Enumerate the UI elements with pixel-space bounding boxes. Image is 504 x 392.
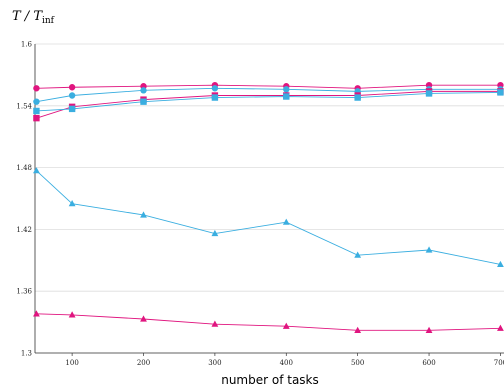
series-line <box>36 91 501 112</box>
marker <box>68 84 76 91</box>
marker <box>68 200 76 207</box>
x-tick-label: 600 <box>422 359 435 367</box>
marker <box>425 90 433 97</box>
marker <box>211 94 219 101</box>
marker <box>33 107 40 115</box>
x-tick-label: 100 <box>65 359 78 367</box>
x-tick-label: 300 <box>208 359 221 367</box>
marker <box>497 260 504 268</box>
marker <box>354 94 361 101</box>
marker <box>497 324 504 331</box>
marker <box>425 246 433 253</box>
marker <box>283 93 290 100</box>
y-tick-label: 1.3 <box>21 350 32 358</box>
marker <box>140 87 147 94</box>
marker <box>497 89 504 96</box>
y-tick-label: 1.36 <box>16 288 32 296</box>
series-line <box>36 313 501 331</box>
marker <box>68 311 76 318</box>
series-line <box>36 87 501 103</box>
marker <box>33 310 40 317</box>
marker <box>68 105 76 113</box>
marker <box>354 251 362 258</box>
y-axis-label-main: T / T <box>12 9 43 24</box>
marker <box>282 322 290 329</box>
marker <box>140 315 147 322</box>
y-axis-label: T / Tinf <box>12 9 55 26</box>
marker <box>425 326 433 333</box>
y-tick-label: 1.48 <box>16 164 32 172</box>
marker <box>33 167 40 174</box>
x-tick-label: 400 <box>280 359 293 367</box>
marker <box>282 218 290 225</box>
marker <box>33 114 40 122</box>
x-axis-label: number of tasks <box>221 373 319 387</box>
marker <box>211 320 219 327</box>
y-tick-label: 1.6 <box>21 41 33 49</box>
x-tick-label: 700 <box>494 359 504 367</box>
y-tick-label: 1.54 <box>16 102 32 110</box>
marker <box>283 86 290 93</box>
y-axis-label-sub: inf <box>42 16 55 26</box>
marker <box>68 92 76 99</box>
marker <box>33 98 40 105</box>
marker <box>211 229 219 237</box>
marker <box>211 85 219 92</box>
x-tick-label: 200 <box>137 359 150 367</box>
series-line <box>36 170 501 265</box>
x-tick-label: 500 <box>351 359 364 367</box>
marker <box>354 326 362 333</box>
marker <box>140 211 147 218</box>
marker <box>140 98 147 105</box>
series-line <box>36 84 501 89</box>
marker <box>33 85 40 92</box>
series-line <box>36 90 501 119</box>
y-tick-label: 1.42 <box>16 226 32 234</box>
